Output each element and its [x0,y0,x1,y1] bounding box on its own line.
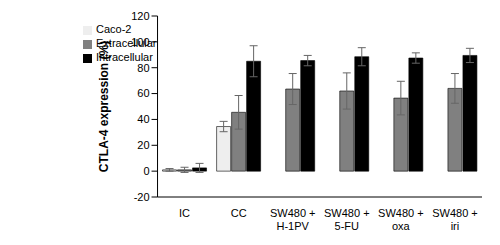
svg-text:40: 40 [137,113,149,125]
svg-text:20: 20 [137,139,149,151]
svg-text:120: 120 [131,10,149,22]
svg-text:CC: CC [231,207,247,219]
svg-text:SW480 +oxa: SW480 +oxa [378,207,424,232]
svg-text:IC: IC [179,207,190,219]
svg-text:-20: -20 [134,191,150,203]
svg-text:SW480 +5-FU: SW480 +5-FU [324,207,370,232]
svg-text:60: 60 [137,87,149,99]
svg-text:SW480 +iri: SW480 +iri [432,207,478,232]
svg-text:100: 100 [131,36,149,48]
svg-text:0: 0 [143,165,149,177]
svg-text:CTLA-4 expression (%): CTLA-4 expression (%) [97,41,111,172]
svg-text:SW480 +H-1PV: SW480 +H-1PV [270,207,316,232]
svg-text:80: 80 [137,62,149,74]
